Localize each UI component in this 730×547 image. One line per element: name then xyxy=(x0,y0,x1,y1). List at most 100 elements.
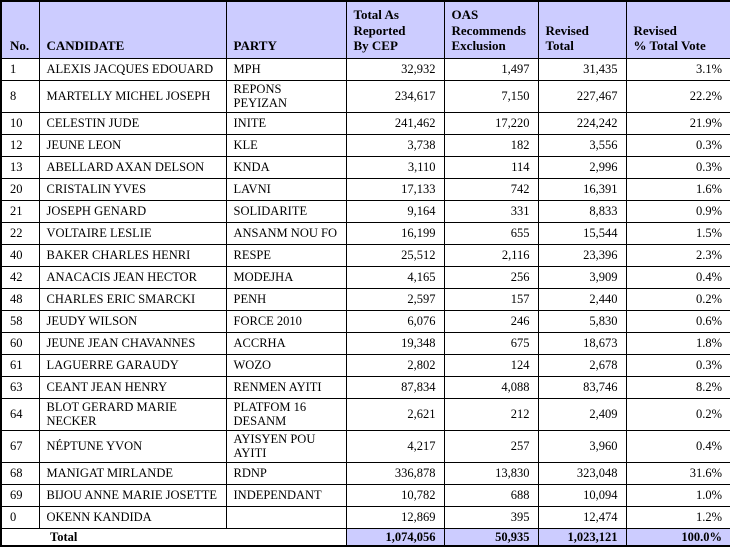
cell-revised-total: 2,409 xyxy=(537,397,627,431)
total-oas-exclusion: 50,935 xyxy=(443,527,539,546)
results-table-body: 1 ALEXIS JACQUES EDOUARD MPH 32,932 1,49… xyxy=(0,57,730,529)
cell-revised-total: 5,830 xyxy=(537,309,627,333)
cell-cep-total: 10,782 xyxy=(345,483,445,507)
cell-cep-total: 336,878 xyxy=(345,461,445,485)
cell-candidate: CRISTALIN YVES xyxy=(38,177,227,201)
table-row: 58 JEUDY WILSON FORCE 2010 6,076 246 5,8… xyxy=(0,309,730,333)
total-row: Total 1,074,056 50,935 1,023,121 100.0% xyxy=(1,527,730,546)
cell-candidate: NÉPTUNE YVON xyxy=(38,429,227,463)
cell-no: 60 xyxy=(0,331,40,355)
cell-candidate: ANACACIS JEAN HECTOR xyxy=(38,265,227,289)
total-cep-total: 1,074,056 xyxy=(345,527,445,546)
cell-cep-total: 2,621 xyxy=(345,397,445,431)
cell-candidate: CELESTIN JUDE xyxy=(38,111,227,135)
total-label: Total xyxy=(1,527,347,546)
cell-party: RESPE xyxy=(225,243,347,267)
cell-revised-total: 16,391 xyxy=(537,177,627,201)
cell-candidate: LAGUERRE GARAUDY xyxy=(38,353,227,377)
cell-revised-pct: 0.4% xyxy=(625,429,730,463)
cell-oas-exclusion: 675 xyxy=(443,331,539,355)
cell-candidate: MANIGAT MIRLANDE xyxy=(38,461,227,485)
cell-oas-exclusion: 124 xyxy=(443,353,539,377)
table-header: No. CANDIDATE PARTY Total As Reported By… xyxy=(0,0,730,59)
total-revised-pct: 100.0% xyxy=(625,527,730,546)
cell-candidate: VOLTAIRE LESLIE xyxy=(38,221,227,245)
cell-party: SOLIDARITE xyxy=(225,199,347,223)
cell-cep-total: 87,834 xyxy=(345,375,445,399)
cell-no: 0 xyxy=(0,505,40,529)
cell-oas-exclusion: 395 xyxy=(443,505,539,529)
cell-no: 20 xyxy=(0,177,40,201)
cell-cep-total: 25,512 xyxy=(345,243,445,267)
cell-revised-pct: 8.2% xyxy=(625,375,730,399)
cell-candidate: MARTELLY MICHEL JOSEPH xyxy=(38,79,227,113)
cell-no: 67 xyxy=(0,429,40,463)
cell-party: ACCRHA xyxy=(225,331,347,355)
cell-party: RENMEN AYITI xyxy=(225,375,347,399)
col-header-revised-total: Revised Total xyxy=(537,0,627,59)
cell-oas-exclusion: 257 xyxy=(443,429,539,463)
cell-party: RDNP xyxy=(225,461,347,485)
cell-revised-pct: 0.3% xyxy=(625,353,730,377)
cell-no: 69 xyxy=(0,483,40,507)
cell-no: 10 xyxy=(0,111,40,135)
table-row: 42 ANACACIS JEAN HECTOR MODEJHA 4,165 25… xyxy=(0,265,730,289)
cell-no: 1 xyxy=(0,57,40,81)
col-header-candidate: CANDIDATE xyxy=(38,0,227,59)
col-header-revised-pct: Revised % Total Vote xyxy=(625,0,730,59)
cell-cep-total: 12,869 xyxy=(345,505,445,529)
cell-candidate: ABELLARD AXAN DELSON xyxy=(38,155,227,179)
cell-revised-total: 12,474 xyxy=(537,505,627,529)
cell-oas-exclusion: 655 xyxy=(443,221,539,245)
table-row: 69 BIJOU ANNE MARIE JOSETTE INDEPENDANT … xyxy=(0,483,730,507)
cell-candidate: BIJOU ANNE MARIE JOSETTE xyxy=(38,483,227,507)
col-header-party: PARTY xyxy=(225,0,347,59)
table-row: 10 CELESTIN JUDE INITE 241,462 17,220 22… xyxy=(0,111,730,135)
cell-revised-total: 227,467 xyxy=(537,79,627,113)
cell-revised-total: 31,435 xyxy=(537,57,627,81)
cell-party: INDEPENDANT xyxy=(225,483,347,507)
cell-cep-total: 32,932 xyxy=(345,57,445,81)
cell-cep-total: 234,617 xyxy=(345,79,445,113)
cell-revised-pct: 1.5% xyxy=(625,221,730,245)
col-header-no: No. xyxy=(0,0,40,59)
table-row: 21 JOSEPH GENARD SOLIDARITE 9,164 331 8,… xyxy=(0,199,730,223)
cell-candidate: JOSEPH GENARD xyxy=(38,199,227,223)
cell-candidate: ALEXIS JACQUES EDOUARD xyxy=(38,57,227,81)
cell-oas-exclusion: 742 xyxy=(443,177,539,201)
cell-oas-exclusion: 7,150 xyxy=(443,79,539,113)
table-footer: Total 1,074,056 50,935 1,023,121 100.0% xyxy=(1,527,730,546)
cell-revised-pct: 0.6% xyxy=(625,309,730,333)
cell-revised-pct: 22.2% xyxy=(625,79,730,113)
cell-candidate: BAKER CHARLES HENRI xyxy=(38,243,227,267)
cell-oas-exclusion: 2,116 xyxy=(443,243,539,267)
cell-revised-total: 2,996 xyxy=(537,155,627,179)
cell-no: 63 xyxy=(0,375,40,399)
cell-cep-total: 3,110 xyxy=(345,155,445,179)
cell-revised-pct: 0.4% xyxy=(625,265,730,289)
cell-cep-total: 241,462 xyxy=(345,111,445,135)
cell-no: 40 xyxy=(0,243,40,267)
cell-no: 21 xyxy=(0,199,40,223)
cell-oas-exclusion: 246 xyxy=(443,309,539,333)
cell-party: WOZO xyxy=(225,353,347,377)
cell-revised-pct: 1.8% xyxy=(625,331,730,355)
cell-oas-exclusion: 157 xyxy=(443,287,539,311)
cell-cep-total: 4,217 xyxy=(345,429,445,463)
table-row: 63 CEANT JEAN HENRY RENMEN AYITI 87,834 … xyxy=(0,375,730,399)
cell-party: FORCE 2010 xyxy=(225,309,347,333)
table-row: 68 MANIGAT MIRLANDE RDNP 336,878 13,830 … xyxy=(0,461,730,485)
cell-candidate: JEUNE JEAN CHAVANNES xyxy=(38,331,227,355)
cell-no: 13 xyxy=(0,155,40,179)
cell-oas-exclusion: 13,830 xyxy=(443,461,539,485)
cell-revised-pct: 1.6% xyxy=(625,177,730,201)
cell-cep-total: 3,738 xyxy=(345,133,445,157)
cell-oas-exclusion: 256 xyxy=(443,265,539,289)
table-row: 1 ALEXIS JACQUES EDOUARD MPH 32,932 1,49… xyxy=(0,57,730,81)
cell-oas-exclusion: 331 xyxy=(443,199,539,223)
cell-party xyxy=(225,505,347,529)
cell-candidate: JEUDY WILSON xyxy=(38,309,227,333)
cell-no: 8 xyxy=(0,79,40,113)
cell-candidate: CHARLES ERIC SMARCKI xyxy=(38,287,227,311)
cell-revised-total: 8,833 xyxy=(537,199,627,223)
